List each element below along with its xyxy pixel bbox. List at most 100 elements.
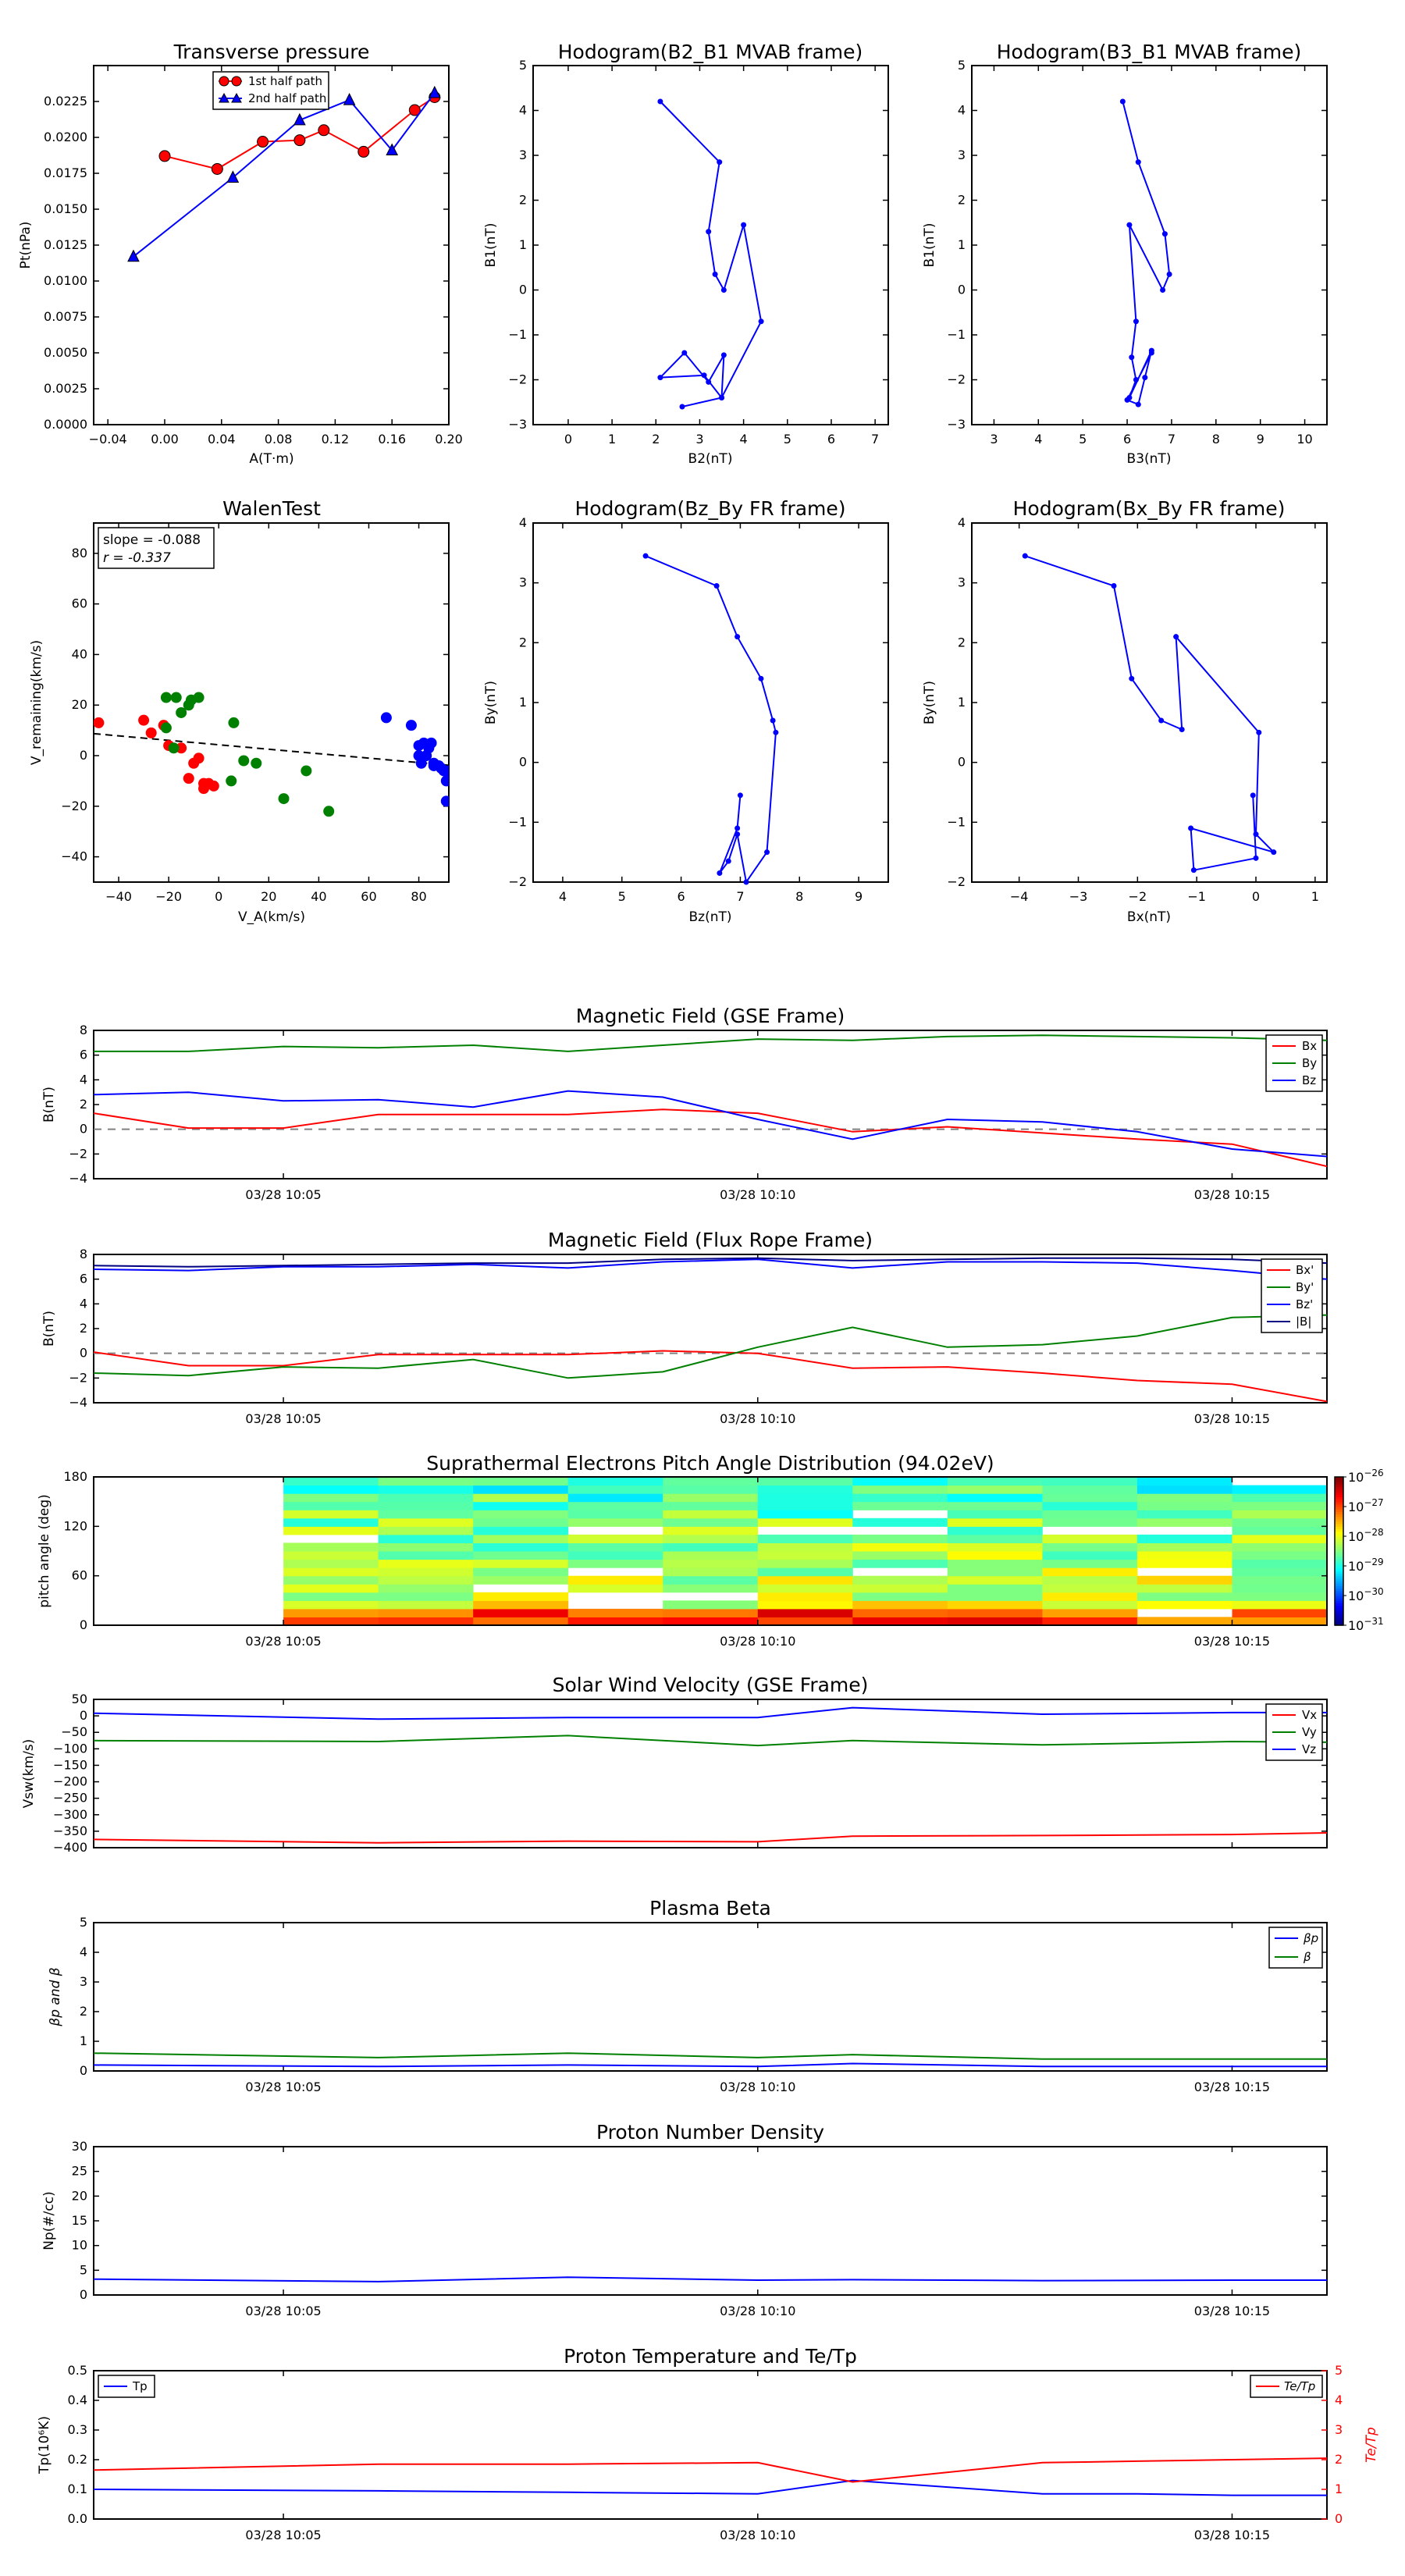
h1-point	[712, 271, 718, 277]
pad-cell	[1136, 1551, 1232, 1560]
panel-magnetic-field-flux-rope: Magnetic Field (Flux Rope Frame) −4 −2 0 2 4…	[41, 1229, 1328, 1426]
h1-ytick-label: 4	[519, 103, 527, 118]
pad-cell	[1042, 1517, 1138, 1527]
pad-cell	[378, 1485, 474, 1494]
h4-xlabel: Bx(nT)	[1127, 909, 1171, 925]
pad-cell	[1136, 1493, 1232, 1503]
pad-cell	[947, 1600, 1043, 1610]
pt-ytick-label: 0.3	[68, 2422, 87, 2437]
pad-colorbar-step	[1335, 1528, 1343, 1532]
pad-cell	[947, 1617, 1043, 1626]
pad-cell	[1232, 1493, 1328, 1503]
wt-point	[251, 757, 262, 769]
h2-xtick-label: 5	[1079, 432, 1087, 447]
mf1-marks: −4 −2 0 2 4 6 8 03/28 10:05 03/28 10:10 03/28 10:…	[69, 1023, 1327, 1202]
h1-marks: 0 1 2 3 4 5 6 7 −3 −2 −1 0 1 2 3 4 5	[508, 58, 888, 447]
wt-point	[428, 760, 439, 771]
tp-point	[428, 85, 441, 98]
pad-cell	[663, 1477, 759, 1486]
wt-ylabel: V_remaining(km/s)	[29, 640, 44, 765]
mf2-ytick-label: 0	[80, 1346, 87, 1361]
h1-xtick-label: 7	[871, 432, 879, 447]
pad-cell	[378, 1477, 474, 1486]
pad-time-label: 03/28 10:10	[720, 1634, 795, 1649]
pad-ylabel: pitch angle (deg)	[37, 1494, 52, 1608]
wt-point	[443, 765, 449, 777]
h1-point	[706, 229, 712, 235]
panel-hodogram-b3-b1: Hodogram(B3_B1 MVAB frame) 3 4 5 6 7 8 9 10−3−2…	[922, 41, 1328, 467]
pad-cell	[947, 1493, 1043, 1503]
tp-xtick-label: 0.08	[265, 432, 293, 447]
pad-cell	[378, 1584, 474, 1593]
pd-title: Proton Number Density	[596, 2121, 824, 2144]
pad-cell	[378, 1608, 474, 1617]
pad-cell	[1042, 1592, 1138, 1601]
h1-ytick-label: −1	[508, 327, 527, 342]
wt-point	[193, 692, 205, 703]
pad-cell	[1042, 1551, 1138, 1560]
pad-cell	[852, 1517, 948, 1527]
sw-series-2	[94, 1735, 1327, 1747]
h4-point	[1173, 634, 1179, 640]
mf1-ytick-label: −2	[69, 1146, 87, 1161]
h3-point	[735, 825, 741, 831]
h1-point	[719, 395, 725, 400]
pad-cell	[473, 1477, 569, 1486]
mf1-plot-area	[94, 1034, 1327, 1168]
tp-legend-marker-2b	[231, 92, 242, 103]
wt-point	[440, 775, 449, 787]
h2-axes-frame	[971, 65, 1328, 425]
mf2-time-label: 03/28 10:10	[720, 1411, 795, 1426]
wt-point	[176, 706, 187, 718]
h1-xtick-label: 4	[740, 432, 748, 447]
tp-point	[343, 93, 356, 105]
pad-cell	[1136, 1485, 1232, 1494]
h3-xtick-label: 9	[855, 889, 863, 904]
pb-ytick-label: 4	[80, 1944, 87, 1959]
pt-ytick-label: 0.1	[68, 2482, 87, 2496]
pad-cell	[852, 1584, 948, 1593]
sw-ytick-label: −200	[53, 1774, 87, 1789]
h3-xtick-label: 8	[795, 889, 803, 904]
pad-colorbar-step	[1335, 1553, 1343, 1557]
pad-cell	[1136, 1559, 1232, 1568]
pad-cell	[1042, 1493, 1138, 1503]
tp-xtick-label: 0.04	[208, 432, 236, 447]
pad-cell	[1232, 1575, 1328, 1585]
pad-colorbar-step	[1335, 1539, 1343, 1542]
pad-cell	[1232, 1542, 1328, 1552]
tp-point	[293, 134, 306, 147]
tp-point	[226, 170, 240, 183]
pad-cell	[378, 1510, 474, 1519]
wt-point	[226, 775, 237, 787]
h1-title: Hodogram(B2_B1 MVAB frame)	[558, 41, 863, 63]
pad-colorbar-step	[1335, 1590, 1343, 1594]
h2-point	[1135, 401, 1141, 407]
mf2-time-label: 03/28 10:05	[245, 1411, 321, 1426]
pad-colorbar-step	[1335, 1563, 1343, 1567]
tp-ytick-label: 0.0125	[44, 237, 87, 252]
pad-colorbar-step	[1335, 1551, 1343, 1554]
h1-point	[657, 98, 663, 105]
pt-ytick2-label: 3	[1335, 2422, 1343, 2437]
pt-ytick-label: 0.4	[68, 2393, 87, 2407]
sw-ytick-label: 0	[80, 1708, 87, 1723]
tp-legend-label-1: 1st half path	[248, 74, 322, 88]
pad-cell	[757, 1559, 853, 1568]
mf2-ytick-label: 2	[80, 1321, 87, 1336]
panel-walen-test: WalenTest −40 −20 0 20 40 60 80 −40 −20 0 20 40 60 80…	[29, 497, 450, 925]
wt-xtick-label: −40	[105, 889, 132, 904]
pad-cell	[852, 1592, 948, 1601]
mf1-legend-bx: Bx	[1302, 1039, 1317, 1053]
h1-point	[679, 404, 685, 410]
pt-ytick-label: 0.0	[68, 2511, 87, 2526]
pad-cell	[1232, 1501, 1328, 1510]
h3-point	[773, 729, 779, 735]
wt-textbox-slope: slope = -0.088	[103, 532, 201, 548]
h3-xtick-label: 4	[559, 889, 567, 904]
wt-point	[94, 717, 105, 728]
h4-point	[1179, 727, 1185, 732]
tp-legend-marker-2	[219, 92, 229, 103]
pad-colorbar-step	[1335, 1524, 1343, 1527]
mf1-ytick-label: 8	[80, 1023, 87, 1037]
